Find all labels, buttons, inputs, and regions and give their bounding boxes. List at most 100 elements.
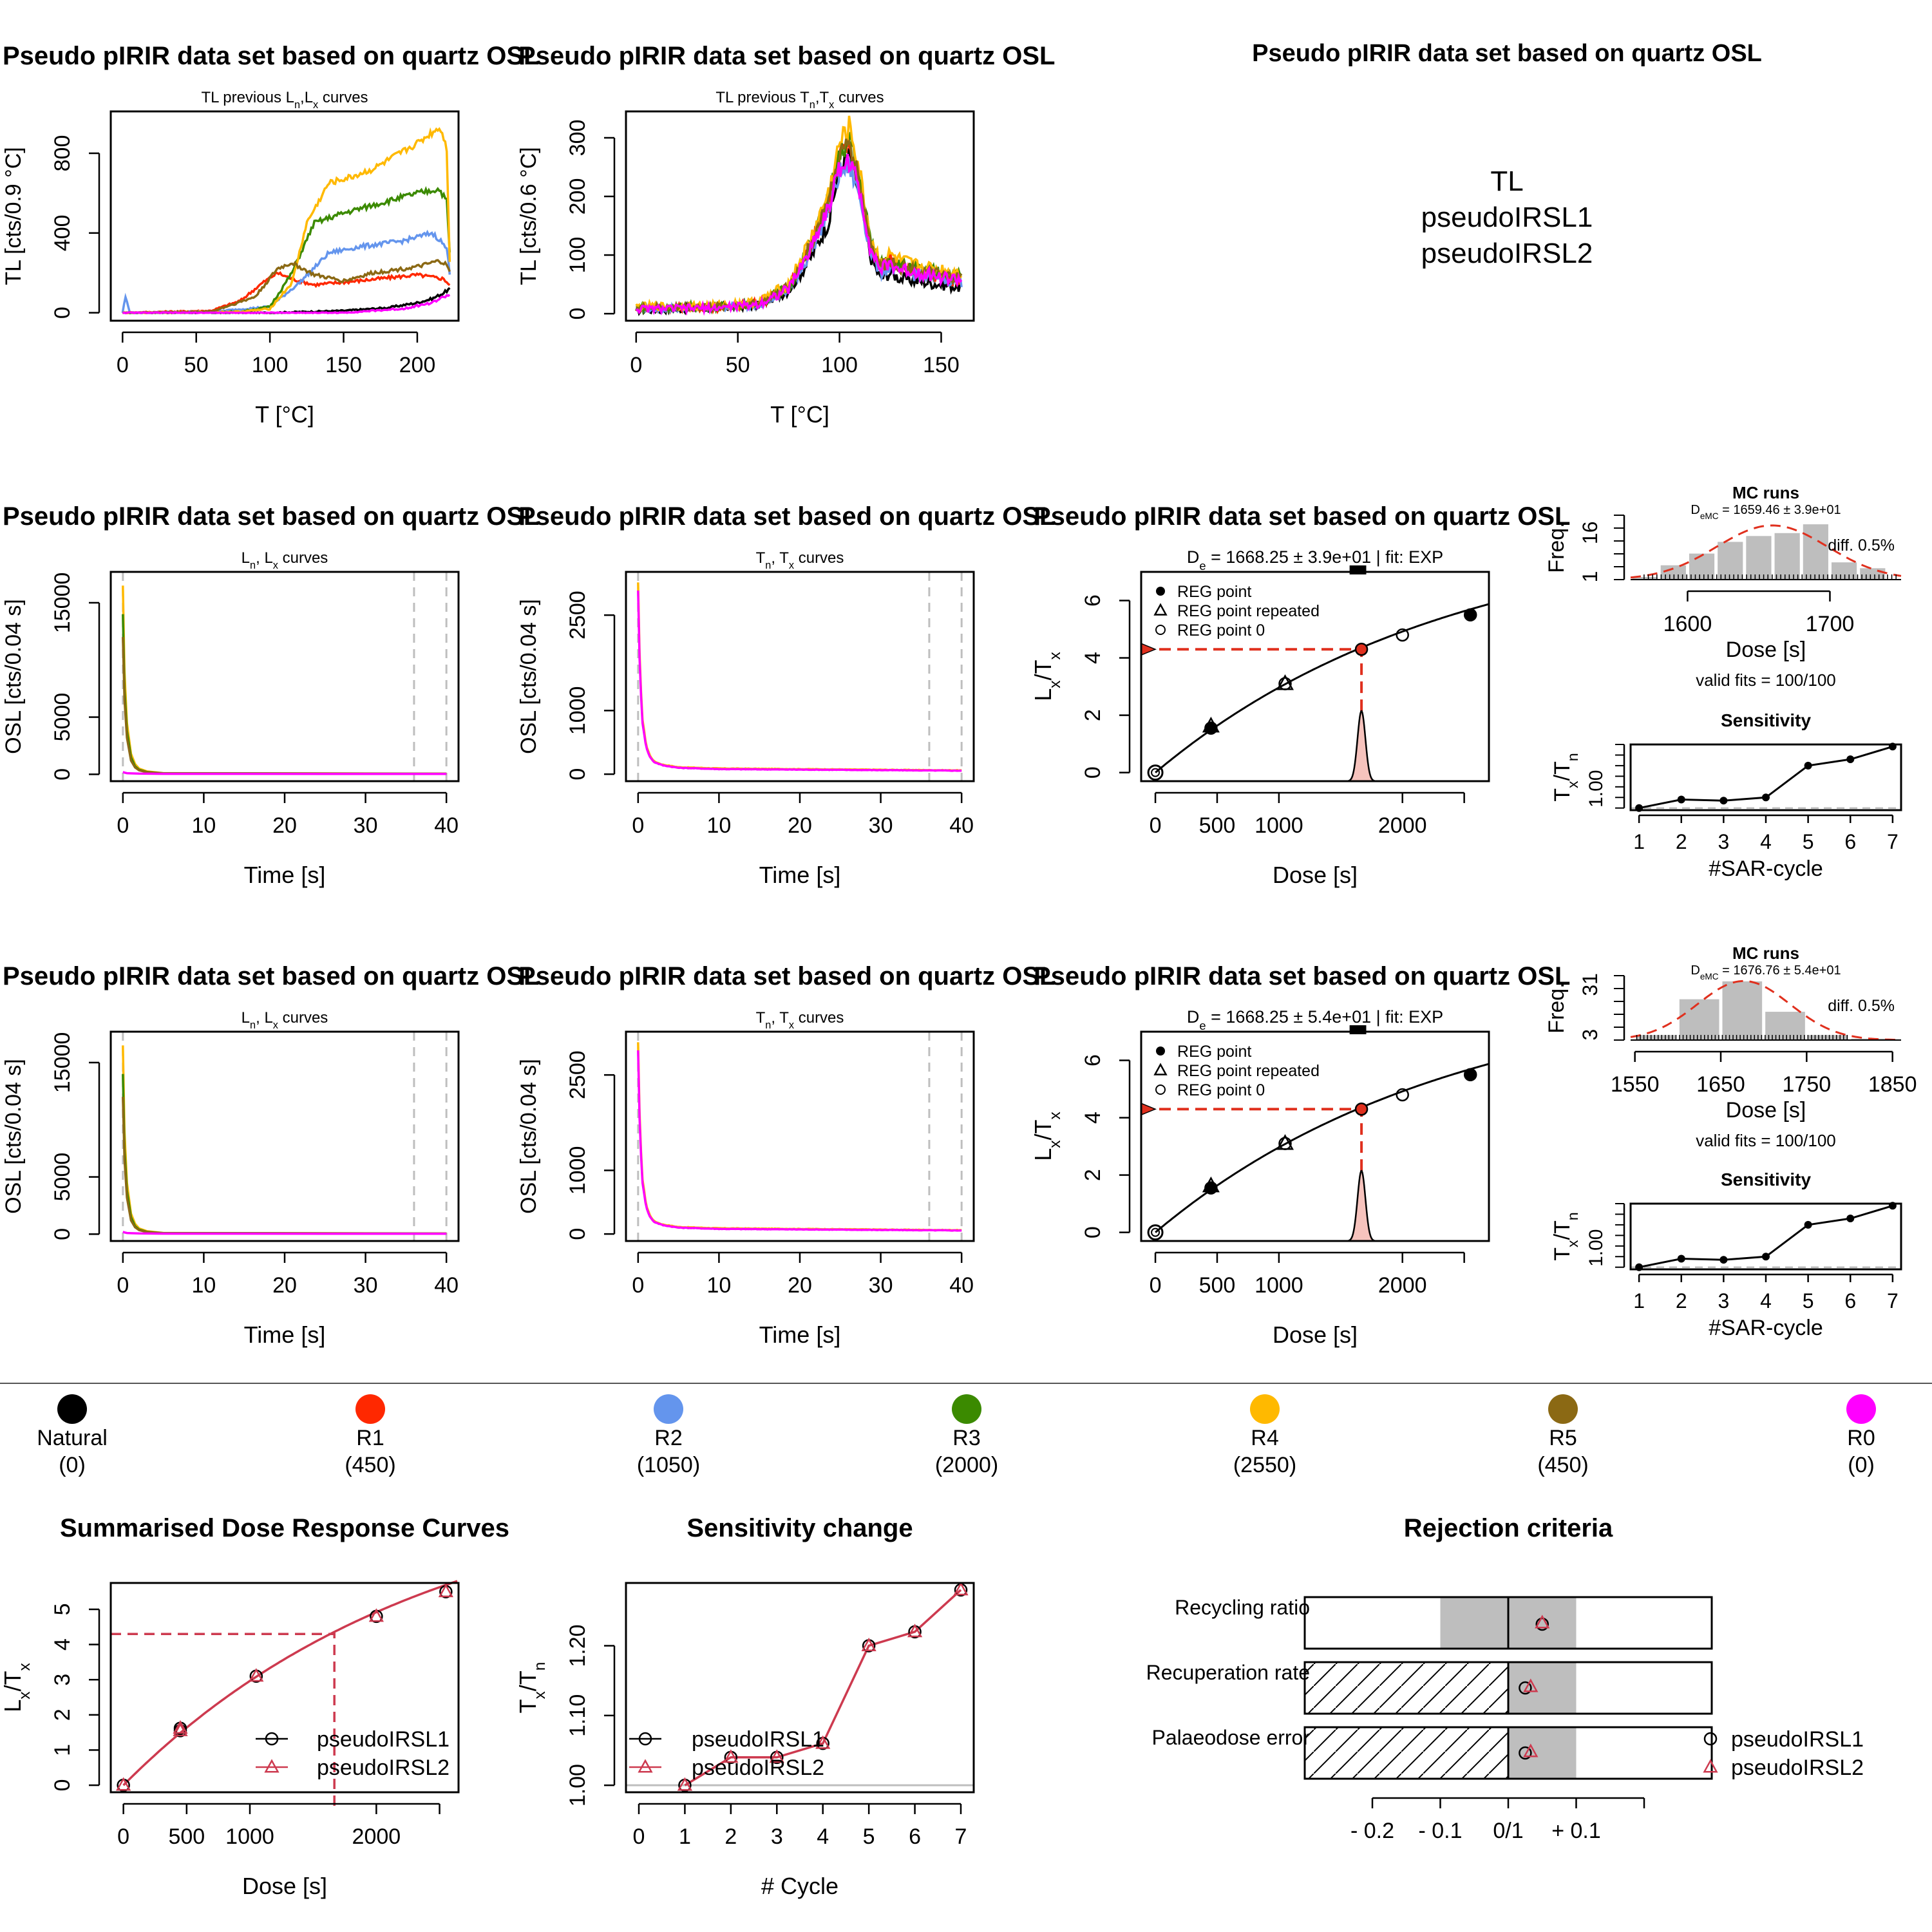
plot-frame bbox=[1629, 1202, 1902, 1271]
curve-r2 bbox=[635, 158, 963, 316]
x-axis-label: Dose [s] bbox=[1726, 1098, 1806, 1122]
legend-symbol-pseudoirsl2 bbox=[264, 1759, 279, 1773]
text-part: D bbox=[1690, 503, 1700, 517]
summary-point-pseudoirsl2 bbox=[173, 1722, 188, 1736]
x-tick-label: 1600 bbox=[1663, 612, 1712, 636]
text-part: n bbox=[294, 99, 300, 111]
x-tick-label: 1 bbox=[1633, 1289, 1645, 1312]
legend-label-pseudoirsl2: pseudoIRSL2 bbox=[692, 1756, 824, 1780]
panel-subtitle: TL previous Ln,Lx curves bbox=[201, 89, 368, 111]
y-tick-label: 0 bbox=[1081, 1226, 1105, 1238]
summary-point-pseudoirsl2 bbox=[368, 1608, 384, 1622]
legend-dose: (450) bbox=[1537, 1453, 1588, 1477]
x-tick-label: 0 bbox=[117, 353, 129, 377]
panel-title: Pseudo pIRIR data set based on quartz OS… bbox=[518, 962, 1055, 990]
summary-point-pseudoirsl2 bbox=[116, 1777, 131, 1791]
y-tick-label: 4 bbox=[50, 1638, 75, 1651]
x-axis-label: Dose [s] bbox=[242, 1873, 327, 1899]
text-part: n bbox=[250, 560, 256, 571]
mc-diff-label: diff. 0.5% bbox=[1828, 536, 1895, 554]
text-part: , L bbox=[256, 549, 273, 567]
criterion-label: Recycling ratio bbox=[1175, 1596, 1310, 1619]
de-point bbox=[1354, 1102, 1368, 1116]
sensitivity-point bbox=[1804, 1220, 1812, 1229]
x-tick-label: 5 bbox=[1803, 1289, 1814, 1312]
x-tick-label: 20 bbox=[788, 813, 812, 838]
x-tick-label: 150 bbox=[325, 353, 362, 377]
y-tick-label: 16 bbox=[1578, 521, 1602, 544]
sensitivity-title: Sensitivity bbox=[1721, 1170, 1811, 1189]
y-tick-label: 300 bbox=[565, 120, 590, 156]
criterion-label: Recuperation rate bbox=[1146, 1661, 1310, 1684]
x-tick-label: 4 bbox=[1760, 1289, 1772, 1312]
text-part: e bbox=[1700, 511, 1705, 521]
reg-point-zero bbox=[1147, 764, 1164, 781]
y-axis-label: OSL [cts/0.04 s] bbox=[516, 599, 541, 754]
text-part: x bbox=[16, 1691, 33, 1699]
panel-title: Summarised Dose Response Curves bbox=[60, 1514, 509, 1542]
summary-point-pseudoirsl2 bbox=[249, 1668, 264, 1682]
legend-item-r0: R0(0) bbox=[1846, 1394, 1876, 1477]
x-tick-label: 1 bbox=[1633, 830, 1645, 853]
x-tick-label: 3 bbox=[1718, 1289, 1729, 1312]
x-tick-label: 7 bbox=[1887, 830, 1899, 853]
x-tick-label: 4 bbox=[1760, 830, 1772, 853]
legend-reg-zero-symbol bbox=[1155, 1084, 1166, 1095]
panel-title: Sensitivity change bbox=[687, 1514, 913, 1542]
reg-point bbox=[1396, 1088, 1409, 1102]
x-tick-label: 2 bbox=[1676, 830, 1687, 853]
legend-symbol-pseudoirsl2 bbox=[638, 1759, 653, 1773]
de-guide-line bbox=[111, 1633, 336, 1812]
y-tick-label: 2500 bbox=[565, 591, 590, 639]
x-tick-label: 500 bbox=[168, 1824, 205, 1849]
x-tick-label: 0 bbox=[630, 353, 642, 377]
y-tick-label: 0 bbox=[50, 1228, 75, 1240]
curve-r2 bbox=[121, 229, 451, 315]
x-axis: - 0.2 - 0.1 0/1 + 0.1 bbox=[1350, 1797, 1645, 1843]
de-marker-arrow bbox=[1141, 1103, 1157, 1116]
curve-r4 bbox=[122, 127, 451, 314]
criterion-value-pseudoirsl2 bbox=[1535, 1615, 1550, 1629]
text-part: D bbox=[1187, 1007, 1200, 1027]
x-axis: 0 500 1000 2000 bbox=[1150, 791, 1465, 838]
legend-label-pseudoirsl2: pseudoIRSL2 bbox=[317, 1756, 450, 1780]
histogram-bar bbox=[1765, 1011, 1806, 1041]
x-tick-label: 150 bbox=[923, 353, 960, 377]
y-tick-label: 1.00 bbox=[565, 1764, 590, 1806]
text-part: x bbox=[829, 99, 834, 111]
x-axis-label: #SAR-cycle bbox=[1709, 857, 1823, 881]
mc-subtitle: DeMC = 1659.46 ± 3.9e+01 bbox=[1690, 503, 1841, 521]
plot-frame bbox=[1140, 1030, 1490, 1242]
text-part: x bbox=[531, 1691, 549, 1699]
sensitivity-point-pseudoirsl2 bbox=[861, 1637, 876, 1651]
legend-label: R2 bbox=[654, 1426, 682, 1450]
legend-symbol-pseudoirsl2 bbox=[1703, 1759, 1718, 1773]
y-tick-label: 0 bbox=[565, 768, 590, 781]
histogram-bar bbox=[1717, 541, 1744, 580]
info-line: pseudoIRSL2 bbox=[1421, 238, 1593, 269]
x-axis-label: Dose [s] bbox=[1273, 1321, 1358, 1348]
y-tick-label: 0 bbox=[565, 308, 590, 320]
text-part: curves bbox=[278, 549, 328, 567]
legend-color-dot bbox=[1250, 1394, 1280, 1424]
y-tick-label: 1.00 bbox=[1586, 1229, 1607, 1267]
text-part: curves bbox=[318, 89, 368, 106]
y-tick-label: 200 bbox=[565, 178, 590, 215]
x-tick-label: 0 bbox=[117, 1824, 129, 1849]
text-part: n bbox=[810, 99, 815, 111]
criterion-value-pseudoirsl1 bbox=[1519, 1746, 1532, 1760]
y-axis-label: Lx/Tx bbox=[1030, 1112, 1064, 1161]
reg-point-zero bbox=[1151, 1227, 1160, 1237]
y-axis-label: TL [cts/0.9 °C] bbox=[1, 147, 26, 285]
y-axis: 0 1 2 3 4 5 bbox=[50, 1604, 100, 1792]
x-axis-label: T [°C] bbox=[255, 401, 314, 428]
sensitivity-point bbox=[1719, 797, 1728, 805]
criterion-value-pseudoirsl2 bbox=[1523, 1678, 1539, 1692]
panel-title: Pseudo pIRIR data set based on quartz OS… bbox=[3, 962, 539, 990]
x-tick-label: 5 bbox=[1803, 830, 1814, 853]
histogram-bar bbox=[1745, 535, 1772, 580]
x-tick-label: 0 bbox=[1150, 813, 1162, 838]
text-part: L bbox=[1030, 1148, 1056, 1161]
panel-title: Pseudo pIRIR data set based on quartz OS… bbox=[1034, 502, 1570, 531]
x-tick-label: 100 bbox=[252, 353, 289, 377]
